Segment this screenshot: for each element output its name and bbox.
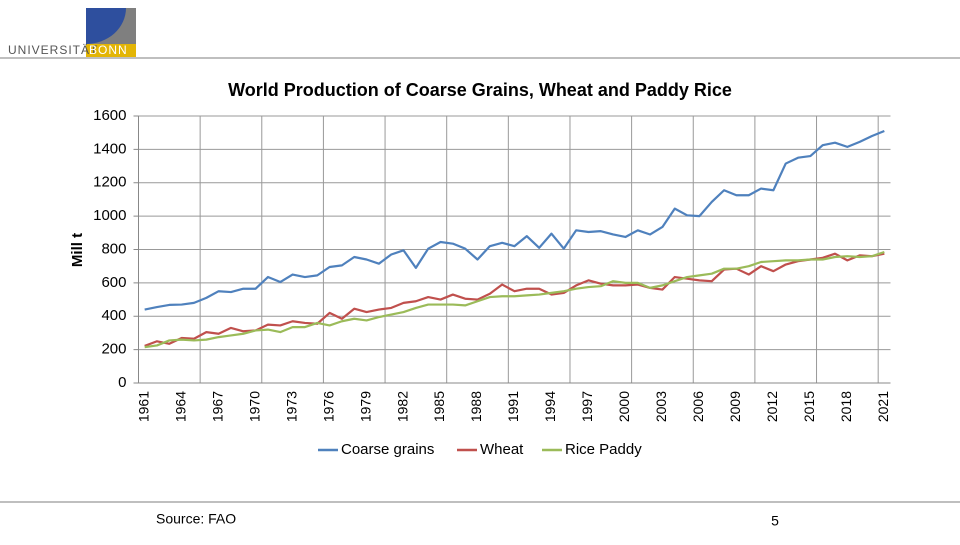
x-tick-label: 1964	[172, 391, 188, 422]
plot: 0 200 400 600 800 1000 1200 1400 1600 1961 1964 196…	[93, 107, 891, 458]
series-line	[144, 250, 885, 349]
x-tick-label: 2009	[727, 391, 743, 422]
source: Source: FAO	[156, 511, 236, 527]
x-tick-label: 1991	[505, 391, 521, 422]
y-tick-label: 400	[101, 307, 126, 324]
legend-label: Wheat	[480, 441, 524, 458]
x-tick-label: 1997	[579, 391, 595, 422]
y-axis-label: Mill t	[69, 233, 86, 267]
x-tick-label: 2006	[690, 391, 706, 422]
y-tick-label: 1600	[93, 107, 126, 124]
y-tick-label: 1000	[93, 207, 126, 224]
x-tick-label: 1970	[246, 391, 262, 422]
chart-title: World Production of Coarse Grains, Wheat…	[228, 80, 732, 100]
legend-label: Coarse grains	[341, 441, 434, 458]
x-tick-label: 2000	[616, 391, 632, 422]
x-tick-label: 1985	[431, 391, 447, 422]
x-tick-label: 1988	[468, 391, 484, 422]
y-tick-label: 1200	[93, 174, 126, 191]
y-tick-label: 200	[101, 341, 126, 358]
y-tick-label: 1400	[93, 140, 126, 157]
y-tick-label: 600	[101, 274, 126, 291]
x-tick-label: 1994	[542, 391, 558, 422]
x-tick-label: 2015	[801, 391, 817, 422]
x-tick-label: 1973	[283, 391, 299, 422]
y-tick-label: 800	[101, 240, 126, 257]
logo-bar	[86, 44, 136, 57]
x-tick-label: 2021	[875, 391, 891, 422]
logo-text: UNIVERSITÄT	[8, 43, 98, 57]
page-number: 5	[771, 513, 779, 529]
x-tick-label: 2003	[653, 391, 669, 422]
series-line	[144, 129, 885, 311]
logo-highlight: BONN	[89, 43, 128, 57]
x-tick-label: 1976	[320, 391, 336, 422]
x-tick-label: 1961	[135, 391, 151, 422]
series-line	[144, 252, 885, 347]
x-tick-label: 2018	[838, 391, 854, 422]
logo-arc	[86, 8, 126, 44]
legend-label: Rice Paddy	[565, 441, 642, 458]
x-tick-label: 1979	[357, 391, 373, 422]
y-tick-label: 0	[118, 374, 126, 391]
x-tick-label: 2012	[764, 391, 780, 422]
x-tick-label: 1967	[209, 391, 225, 422]
x-tick-label: 1982	[394, 391, 410, 422]
